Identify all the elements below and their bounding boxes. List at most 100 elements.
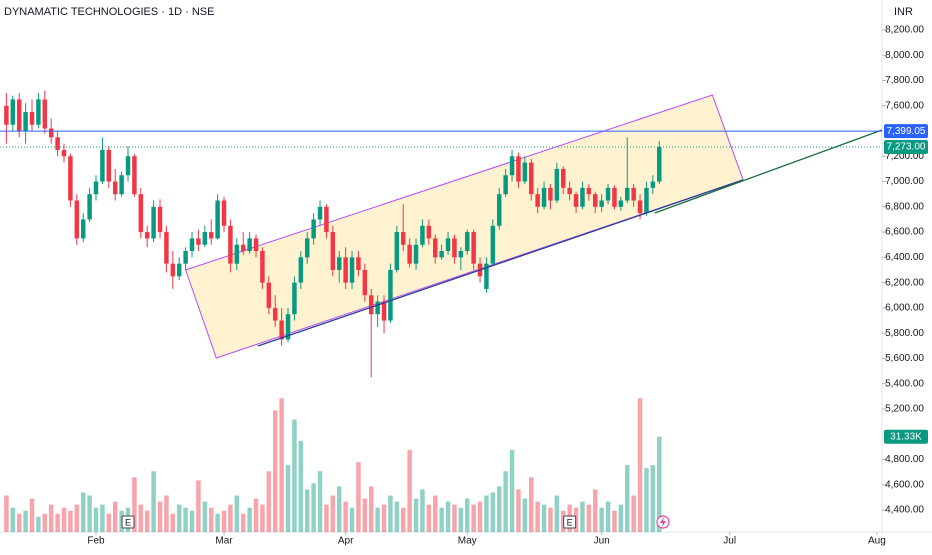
volume-bar (260, 504, 265, 532)
volume-bar (465, 498, 470, 532)
candle-body (388, 269, 393, 321)
volume-bar (285, 465, 291, 532)
volume-bar (10, 507, 16, 532)
candle-body (509, 156, 515, 176)
volume-bar (400, 507, 406, 532)
volume-bar (650, 465, 656, 532)
last-price-box (884, 140, 928, 155)
candle-body (125, 156, 131, 176)
volume-bar (330, 495, 336, 532)
y-tick-label: 6,000.00 (885, 303, 924, 314)
candle-body (612, 187, 617, 207)
volume-bar (407, 449, 412, 532)
candle-body (637, 200, 643, 214)
candle-body (240, 244, 246, 252)
candle-body (266, 282, 272, 308)
candle-body (317, 206, 323, 220)
volume-bar (497, 486, 502, 532)
candle-body (471, 232, 476, 264)
candle-body (541, 187, 547, 207)
candle-body (567, 187, 572, 195)
volume-label-box (884, 429, 928, 444)
y-tick-label: 6,200.00 (885, 277, 924, 288)
volume-bar (599, 507, 604, 532)
candle-body (426, 225, 432, 239)
x-tick-label: Mar (215, 536, 233, 547)
candle-body (42, 99, 48, 129)
volume-bar (445, 501, 451, 532)
volume-bar (362, 498, 368, 532)
y-tick-label: 4,600.00 (885, 479, 924, 490)
event-marker (563, 515, 577, 529)
volume-bar (138, 504, 144, 532)
y-tick-label: 7,600.00 (885, 100, 924, 111)
candle-body (644, 187, 649, 214)
volume-bar (61, 507, 67, 532)
candle-body (176, 263, 182, 277)
last-price-label: 7,273.00 (887, 142, 926, 153)
candle-body (650, 181, 656, 188)
x-tick-label: May (458, 536, 477, 547)
candle-body (631, 187, 636, 201)
candle-body (228, 225, 233, 264)
candle-body (298, 257, 304, 283)
volume-bar (516, 489, 521, 532)
candle-body (10, 99, 16, 125)
candle-body (529, 162, 534, 195)
volume-bar (439, 507, 444, 532)
candle-body (343, 257, 348, 283)
volume-bar (637, 398, 643, 532)
candle-body (356, 257, 361, 270)
candle-body (29, 112, 35, 125)
volume-bar (266, 471, 272, 532)
volume-bar (151, 471, 156, 532)
y-tick-label: 6,600.00 (885, 227, 924, 238)
volume-bar (375, 507, 380, 532)
candle-body (548, 187, 553, 201)
candle-body (503, 175, 508, 195)
volume-bar (176, 504, 182, 532)
y-tick-label: 6,800.00 (885, 201, 924, 212)
candle-body (55, 137, 60, 150)
volume-bar (253, 498, 259, 532)
y-tick-label: 5,600.00 (885, 353, 924, 364)
y-tick-label: 4,800.00 (885, 454, 924, 465)
volume-bar (336, 486, 342, 532)
volume-bar (93, 507, 99, 532)
candle-body (164, 232, 169, 264)
candle-body (48, 128, 54, 138)
candle-body (93, 181, 99, 195)
lightning-icon (656, 515, 670, 529)
volume-bar (580, 501, 585, 532)
candle-body (68, 156, 73, 201)
volume-bar (196, 480, 201, 532)
candle-body (561, 168, 566, 188)
candle-body (119, 175, 124, 195)
candle-body (311, 219, 316, 239)
y-tick-label: 7,200.00 (885, 151, 924, 162)
candle-body (260, 251, 265, 283)
candle-body (272, 307, 278, 321)
candle-body (170, 263, 176, 277)
y-tick-label: 7,800.00 (885, 75, 924, 86)
volume-bar (644, 468, 649, 532)
candle-body (36, 99, 41, 125)
candle-body (247, 238, 252, 252)
volume-bar (48, 504, 54, 532)
volume-bar (458, 507, 464, 532)
candle-body (554, 168, 560, 201)
volume-bar (593, 489, 598, 532)
y-tick-label: 5,200.00 (885, 404, 924, 415)
candle-body (196, 238, 201, 245)
candle-body (87, 194, 92, 220)
volume-bar (413, 498, 419, 532)
y-tick-label: 4,400.00 (885, 505, 924, 516)
volume-bar (349, 507, 355, 532)
candle-body (407, 244, 412, 264)
volume-bar (471, 504, 476, 532)
volume-bar (208, 507, 214, 532)
candle-body (285, 314, 291, 340)
candle-body (157, 206, 163, 233)
volume-bar (522, 498, 528, 532)
candles (4, 90, 662, 378)
